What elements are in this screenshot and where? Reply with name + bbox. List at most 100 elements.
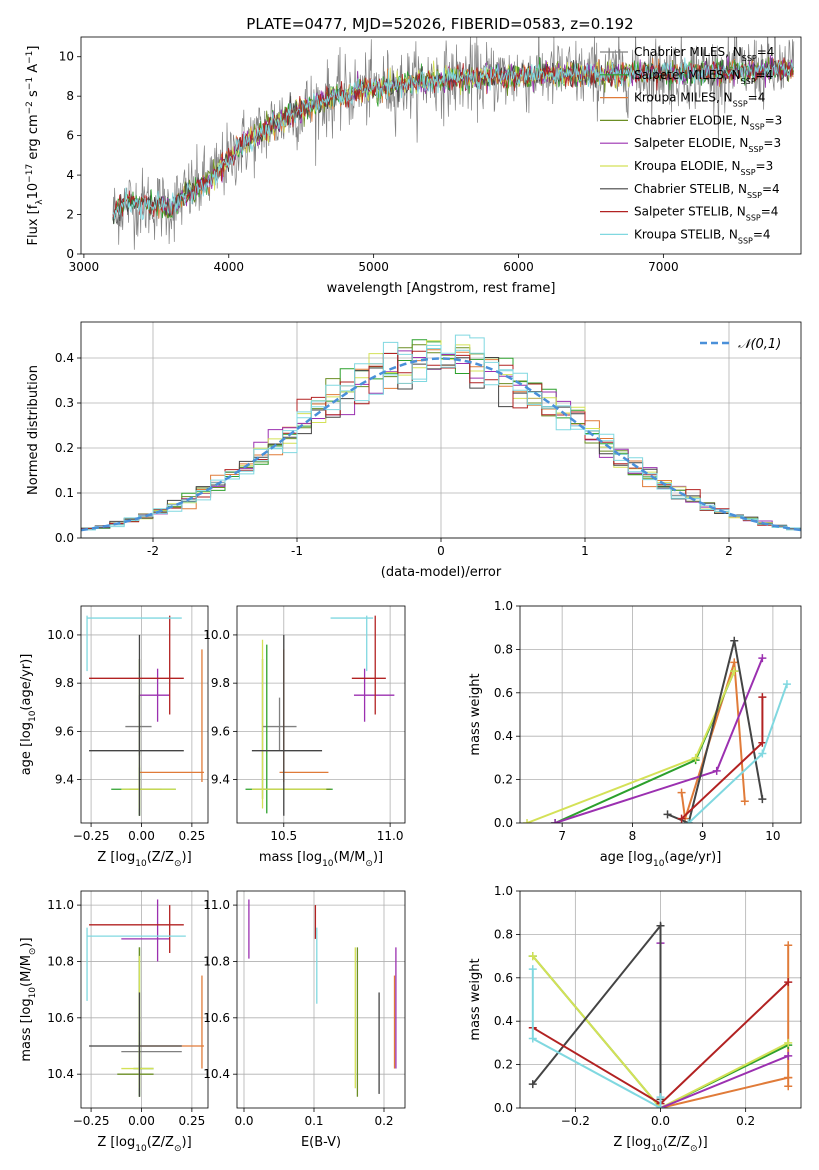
- y-tick-label: 0.4: [55, 351, 74, 365]
- data-point-marker: [551, 819, 560, 823]
- x-tick-label: 0.25: [179, 1114, 206, 1128]
- y-tick-label: 9.8: [55, 676, 74, 690]
- legend-entry: Chabrier ELODIE, NSSP=3: [634, 113, 782, 130]
- y-tick-label: 10.4: [47, 1067, 74, 1081]
- data-point-marker: [677, 814, 686, 823]
- y-tick-label: 0.4: [494, 729, 513, 743]
- y-tick-label: 11.0: [47, 898, 74, 912]
- y-tick-label: 10.6: [47, 1011, 74, 1025]
- data-point-marker: [758, 654, 767, 663]
- y-axis-label-part: erg cm: [26, 114, 41, 163]
- data-point-marker: [730, 667, 739, 676]
- legend-value: =3: [763, 136, 781, 150]
- y-axis-label: Flux [fλ10−17 erg cm−2 s−1 A−1]: [25, 46, 45, 246]
- y-tick-label: 8: [66, 89, 74, 103]
- mass-weight-line: [659, 943, 789, 1108]
- mass-weight-line: [554, 657, 764, 823]
- data-point-marker: [784, 1038, 793, 1047]
- data-point-marker: [730, 658, 739, 667]
- legend-label: Kroupa MILES, N: [634, 91, 733, 105]
- y-tick-label: 10.8: [203, 954, 230, 968]
- legend-sub: SSP: [741, 76, 756, 85]
- data-point-marker: [528, 1080, 537, 1089]
- legend-entry: Salpeter ELODIE, NSSP=3: [634, 136, 781, 154]
- y-tick-label: 0.1: [55, 486, 74, 500]
- y-axis-label-part: −2: [25, 101, 35, 114]
- x-axis-label-part: (Z/Z: [663, 1135, 690, 1150]
- mass-weight-line: [532, 955, 789, 1108]
- legend-value: =3: [765, 113, 783, 127]
- x-axis-label-part: (age/yr)]: [664, 850, 721, 865]
- x-tick-label: 8: [629, 829, 637, 843]
- x-axis-label-part: )]: [373, 850, 383, 865]
- y-axis-label-part: 10: [28, 987, 38, 999]
- gaussian-curve: [81, 357, 801, 532]
- x-tick-label: 10.5: [270, 829, 297, 843]
- y-tick-label: 10.4: [203, 1067, 230, 1081]
- y-tick-label: 10.6: [203, 1011, 230, 1025]
- x-tick-label: 6000: [503, 260, 534, 274]
- x-tick-label: −0.2: [561, 1114, 590, 1128]
- y-axis-label-part: (age/yr)]: [19, 654, 34, 711]
- legend-label: Salpeter STELIB, N: [634, 205, 746, 219]
- legend-label: Chabrier STELIB, N: [634, 182, 747, 196]
- x-axis-label: Z [log10(Z/Z⊙)]: [97, 1135, 191, 1154]
- x-axis-label-part: Z [log: [97, 850, 135, 865]
- axes-frame: [80, 36, 802, 255]
- legend-sub: SSP: [747, 190, 762, 199]
- data-point-marker: [712, 766, 721, 775]
- y-axis-label-part: A: [26, 64, 41, 77]
- x-tick-label: −0.25: [73, 829, 110, 843]
- x-axis-label-part: 10: [135, 1144, 147, 1154]
- data-point-marker: [656, 1093, 665, 1102]
- x-tick-label: 0.00: [128, 1114, 155, 1128]
- y-tick-label: 0.8: [494, 927, 513, 941]
- legend-label: Kroupa STELIB, N: [634, 227, 738, 241]
- x-axis-label-part: mass [log: [259, 850, 322, 865]
- legend-value: =4: [762, 182, 780, 196]
- x-axis-label-part: )]: [182, 1135, 192, 1150]
- data-point-marker: [677, 788, 686, 797]
- y-tick-label: 0.6: [494, 971, 513, 985]
- y-axis-label-part: 10: [28, 710, 38, 722]
- x-tick-label: 0.00: [128, 829, 155, 843]
- mass-vs-ebv-panel: 0.0 0.1 0.2 10.4 10.6 10.8 11.0 E(B-V): [203, 890, 406, 1150]
- histogram-line: [81, 341, 801, 531]
- data-point-marker: [684, 819, 693, 823]
- data-point-marker: [784, 941, 793, 950]
- legend-value: =4: [748, 91, 766, 105]
- x-axis-label: (data-model)/error: [381, 565, 502, 580]
- x-axis-label-part: )]: [698, 1135, 708, 1150]
- plot-area: [112, 37, 795, 250]
- legend-entry: Salpeter MILES, NSSP=4: [634, 68, 773, 86]
- legend-entry: Chabrier STELIB, NSSP=4: [634, 182, 780, 200]
- legend-sub: SSP: [733, 99, 748, 108]
- y-tick-label: 9.4: [211, 773, 230, 787]
- age-vs-mass-panel: 10.5 11.0 9.4 9.6 9.8 10.0 mass [log10(M/M⊙)]: [203, 605, 406, 869]
- data-point-marker: [784, 1073, 793, 1082]
- x-axis-label-part: age [log: [600, 850, 653, 865]
- x-axis-label: age [log10(age/yr)]: [600, 850, 722, 869]
- axes-frame: [519, 890, 802, 1109]
- data-point-marker: [663, 810, 672, 819]
- x-axis-label-part: 10: [322, 859, 334, 869]
- x-tick-label: 9: [699, 829, 707, 843]
- data-point-marker: [784, 1082, 793, 1091]
- data-point-marker: [523, 819, 532, 823]
- age-vs-z-panel: −0.25 0.00 0.259.49.69.810.0Z [log10(Z/Z⊙)…: [19, 605, 209, 869]
- legend-entry: Kroupa MILES, NSSP=4: [634, 91, 765, 109]
- data-point-marker: [782, 680, 791, 689]
- data-point-marker: [740, 797, 749, 806]
- x-axis-label-part: ⊙: [690, 1144, 698, 1154]
- legend-entry: Chabrier MILES, NSSP=4: [634, 45, 774, 63]
- data-point-marker: [758, 738, 767, 747]
- y-tick-label: 10: [59, 50, 74, 64]
- legend-value: =4: [753, 227, 771, 241]
- y-tick-label: 10.0: [47, 628, 74, 642]
- spectrum-model-line: [112, 57, 794, 221]
- y-tick-label: 0.2: [55, 441, 74, 455]
- axes-frame: [80, 605, 209, 824]
- data-point-marker: [784, 978, 793, 987]
